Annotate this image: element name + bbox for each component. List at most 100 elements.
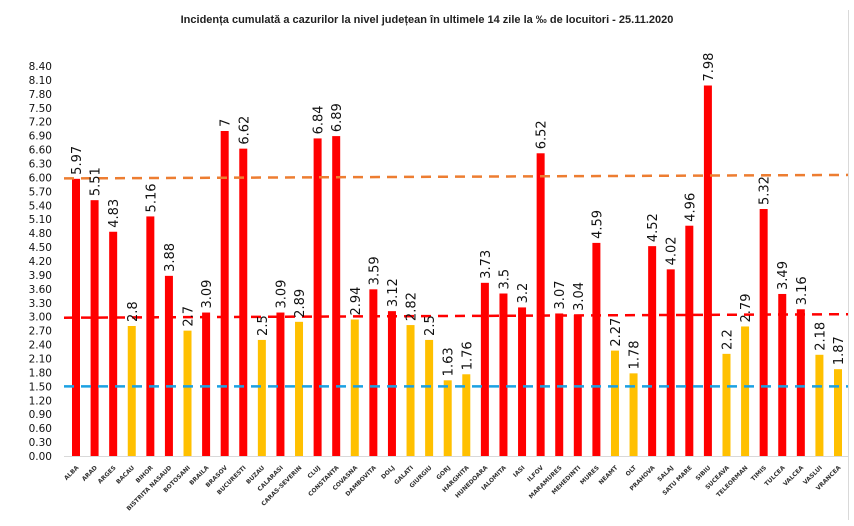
bar-iasi [518,307,527,456]
bar-bacau [127,326,136,456]
x-tick-label: NEAMT [598,464,620,486]
y-tick-label: 7.80 [29,89,52,101]
y-tick-label: 7.20 [29,117,52,129]
data-label: 3.49 [776,261,791,290]
x-tick-label: IASI [512,464,526,478]
data-label: 4.52 [646,213,661,242]
data-label: 3.73 [479,250,494,279]
bar-valcea [796,309,805,456]
bar-harghita [462,374,471,456]
data-label: 1.78 [628,340,643,369]
data-label: 1.63 [442,347,457,376]
y-tick-label: 5.40 [29,200,52,212]
bar-mures [592,242,601,456]
data-label: 2.5 [256,315,271,336]
data-label: 2.5 [423,315,438,336]
bar-vrancea [834,369,842,456]
data-label: 6.89 [330,103,345,132]
data-label: 3.59 [367,256,382,285]
bar-arad [90,200,99,456]
y-tick-label: 0.90 [29,409,52,421]
y-tick-label: 0.00 [29,451,52,463]
y-tick-label: 6.30 [29,159,52,171]
bar-neamt [610,350,619,456]
data-label: 2.82 [405,292,420,321]
reference-line-threshold-3 [63,312,849,319]
bar-dolj [387,311,396,456]
data-label: 7 [219,119,234,127]
data-label: 2.2 [720,329,735,350]
data-label: 7.98 [702,53,717,82]
y-tick-label: 6.00 [29,172,52,184]
y-tick-label: 0.30 [29,437,52,449]
data-label: 3.04 [572,282,587,311]
y-tick-label: 3.00 [29,312,52,324]
x-tick-label: CLUJ [306,464,322,480]
data-label: 2.18 [813,322,828,351]
data-label: 2.79 [739,294,754,323]
data-label: 3.09 [274,280,289,309]
y-tick-label: 3.90 [29,270,52,282]
data-label: 3.5 [497,269,512,290]
y-tick-label: 1.50 [29,381,52,393]
bar-alba [72,178,80,457]
bar-bihor [146,216,155,456]
bars [72,85,842,457]
x-tick-label: OLT [625,464,639,478]
data-label: 6.62 [237,116,252,145]
bar-cluj [313,138,322,456]
bar-galati [406,325,415,456]
bar-ialomita [499,293,508,456]
data-label: 2.8 [126,301,141,322]
bar-prahova [648,246,657,456]
data-label: 3.88 [163,243,178,272]
bar-covasna [350,319,359,456]
bar-teleorman [741,326,750,456]
bar-giurgiu [425,339,434,456]
bar-salaj [666,269,675,456]
data-label: 5.97 [70,146,85,175]
y-tick-label: 3.30 [29,298,52,310]
y-tick-label: 4.50 [29,242,52,254]
y-tick-label: 4.80 [29,228,52,240]
x-tick-label: GORJ [435,464,452,481]
y-tick-label: 6.90 [29,131,52,143]
y-tick-label: 6.60 [29,145,52,157]
bar-dambovita [369,289,378,456]
bar-timis [759,209,768,456]
bar-satu-mare [685,225,694,456]
y-axis: 0.00 0.30 0.60 0.90 1.20 1.50 1.802.10 2.40 2.70… [29,61,52,463]
bar-vaslui [815,354,824,456]
data-label: 2.27 [609,318,624,347]
data-label: 1.76 [460,341,475,370]
bar-hunedoara [480,282,489,456]
bar-gorj [443,380,452,456]
y-tick-label: 7.50 [29,103,52,115]
data-label: 3.16 [795,276,810,305]
bar-brasov [220,131,229,456]
x-tick-label: VALCEA [782,464,805,487]
y-tick-label: 1.20 [29,395,52,407]
reference-line-threshold-6 [63,173,849,180]
data-label: 1.87 [832,336,847,365]
data-label: 4.96 [683,193,698,222]
data-label: 5.32 [758,176,773,205]
y-tick-label: 4.20 [29,256,52,268]
data-label: 2.89 [293,289,308,318]
data-label: 3.09 [200,280,215,309]
y-tick-label: 5.70 [29,186,52,198]
data-label: 4.83 [107,199,122,228]
bar-constanta [332,136,341,456]
y-tick-label: 2.10 [29,354,52,366]
data-label: 3.07 [553,281,568,310]
bar-botosani [183,330,192,456]
chart-frame-border [848,10,849,520]
bar-suceava [722,353,731,456]
data-label: 5.51 [89,167,104,196]
bar-bistrita-nasaud [164,275,173,456]
bar-caras-severin [295,321,304,456]
data-label: 2.7 [182,306,197,327]
y-tick-label: 8.10 [29,75,52,87]
